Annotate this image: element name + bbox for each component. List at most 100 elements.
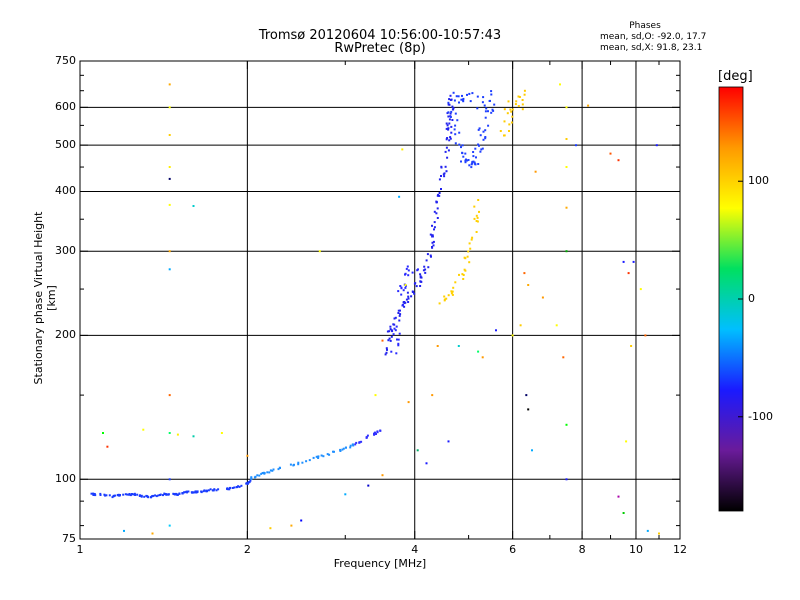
data-point bbox=[446, 124, 449, 127]
data-point bbox=[445, 138, 448, 141]
data-point bbox=[404, 273, 406, 276]
data-point bbox=[168, 432, 171, 434]
data-point bbox=[399, 309, 401, 312]
data-point bbox=[476, 107, 479, 110]
data-point bbox=[410, 295, 413, 298]
data-point bbox=[379, 429, 382, 432]
data-point bbox=[391, 330, 394, 333]
data-point bbox=[220, 432, 223, 434]
data-point bbox=[194, 491, 197, 494]
data-point bbox=[473, 162, 476, 165]
data-point bbox=[254, 475, 257, 478]
y-axis-title: Stationary phase Virtual Height [km] bbox=[32, 211, 58, 385]
data-point bbox=[475, 214, 478, 217]
data-point bbox=[477, 128, 480, 131]
data-point bbox=[457, 345, 460, 347]
data-point bbox=[609, 152, 612, 155]
data-point bbox=[438, 302, 441, 305]
data-point bbox=[487, 124, 490, 127]
data-point bbox=[485, 107, 488, 110]
data-point bbox=[461, 273, 464, 276]
data-point bbox=[159, 493, 162, 496]
data-point bbox=[381, 339, 384, 342]
data-point bbox=[397, 309, 400, 312]
data-point bbox=[622, 512, 625, 514]
data-point bbox=[389, 339, 392, 342]
data-point bbox=[389, 325, 392, 328]
data-point bbox=[451, 108, 454, 111]
data-point bbox=[318, 250, 321, 253]
y-tick-label: 300 bbox=[55, 244, 76, 258]
data-point bbox=[471, 160, 474, 163]
data-point bbox=[122, 493, 125, 496]
data-point bbox=[521, 103, 524, 106]
data-point bbox=[419, 285, 422, 287]
data-point bbox=[453, 128, 456, 131]
data-point bbox=[469, 100, 472, 103]
x-tick-label: 4 bbox=[411, 543, 419, 556]
data-point bbox=[510, 110, 513, 113]
data-point bbox=[168, 478, 171, 481]
data-point bbox=[476, 216, 479, 219]
data-point bbox=[140, 494, 143, 497]
data-point bbox=[174, 493, 177, 496]
data-point bbox=[639, 288, 642, 291]
data-point bbox=[423, 265, 426, 268]
data-point bbox=[449, 136, 452, 139]
data-point bbox=[352, 444, 355, 447]
data-point bbox=[297, 463, 300, 466]
data-point bbox=[190, 491, 193, 494]
data-point bbox=[565, 478, 568, 481]
data-point bbox=[450, 125, 453, 128]
data-point bbox=[419, 276, 422, 279]
data-point bbox=[515, 100, 518, 103]
data-point bbox=[124, 493, 127, 496]
data-point bbox=[312, 456, 315, 459]
data-point bbox=[172, 493, 175, 495]
data-point bbox=[472, 151, 475, 153]
data-point bbox=[339, 448, 342, 451]
data-point bbox=[90, 492, 93, 495]
data-point bbox=[487, 110, 489, 113]
data-point bbox=[187, 490, 190, 493]
data-point bbox=[521, 108, 524, 111]
data-point bbox=[479, 150, 482, 153]
data-point bbox=[462, 278, 465, 280]
data-point bbox=[192, 491, 195, 494]
axis-ticks bbox=[79, 60, 681, 539]
data-point bbox=[206, 490, 208, 493]
colorbar bbox=[718, 86, 744, 512]
data-point bbox=[541, 296, 544, 299]
data-point bbox=[155, 495, 158, 498]
data-point bbox=[139, 494, 141, 497]
data-point bbox=[565, 423, 568, 426]
data-point bbox=[565, 106, 568, 109]
data-point bbox=[468, 92, 471, 95]
data-point bbox=[438, 178, 441, 181]
data-point bbox=[398, 332, 401, 335]
data-point bbox=[440, 165, 443, 168]
data-point bbox=[468, 261, 471, 264]
data-point bbox=[402, 301, 405, 304]
data-point bbox=[246, 482, 249, 485]
data-point bbox=[646, 529, 649, 532]
data-point bbox=[470, 166, 473, 169]
data-point bbox=[625, 440, 628, 443]
data-point bbox=[451, 290, 454, 293]
data-point bbox=[407, 301, 410, 303]
data-point bbox=[492, 109, 495, 112]
data-point bbox=[451, 293, 454, 296]
data-point bbox=[392, 333, 395, 336]
plot-frame bbox=[79, 60, 681, 540]
data-point bbox=[476, 220, 479, 223]
data-point bbox=[514, 103, 517, 106]
data-point bbox=[466, 255, 469, 258]
data-point bbox=[464, 152, 467, 155]
data-point bbox=[397, 338, 400, 341]
data-point bbox=[427, 266, 430, 269]
data-point bbox=[460, 160, 462, 163]
colorbar-tick-label: 100 bbox=[748, 174, 769, 188]
data-point bbox=[484, 137, 487, 140]
data-point bbox=[444, 165, 447, 168]
